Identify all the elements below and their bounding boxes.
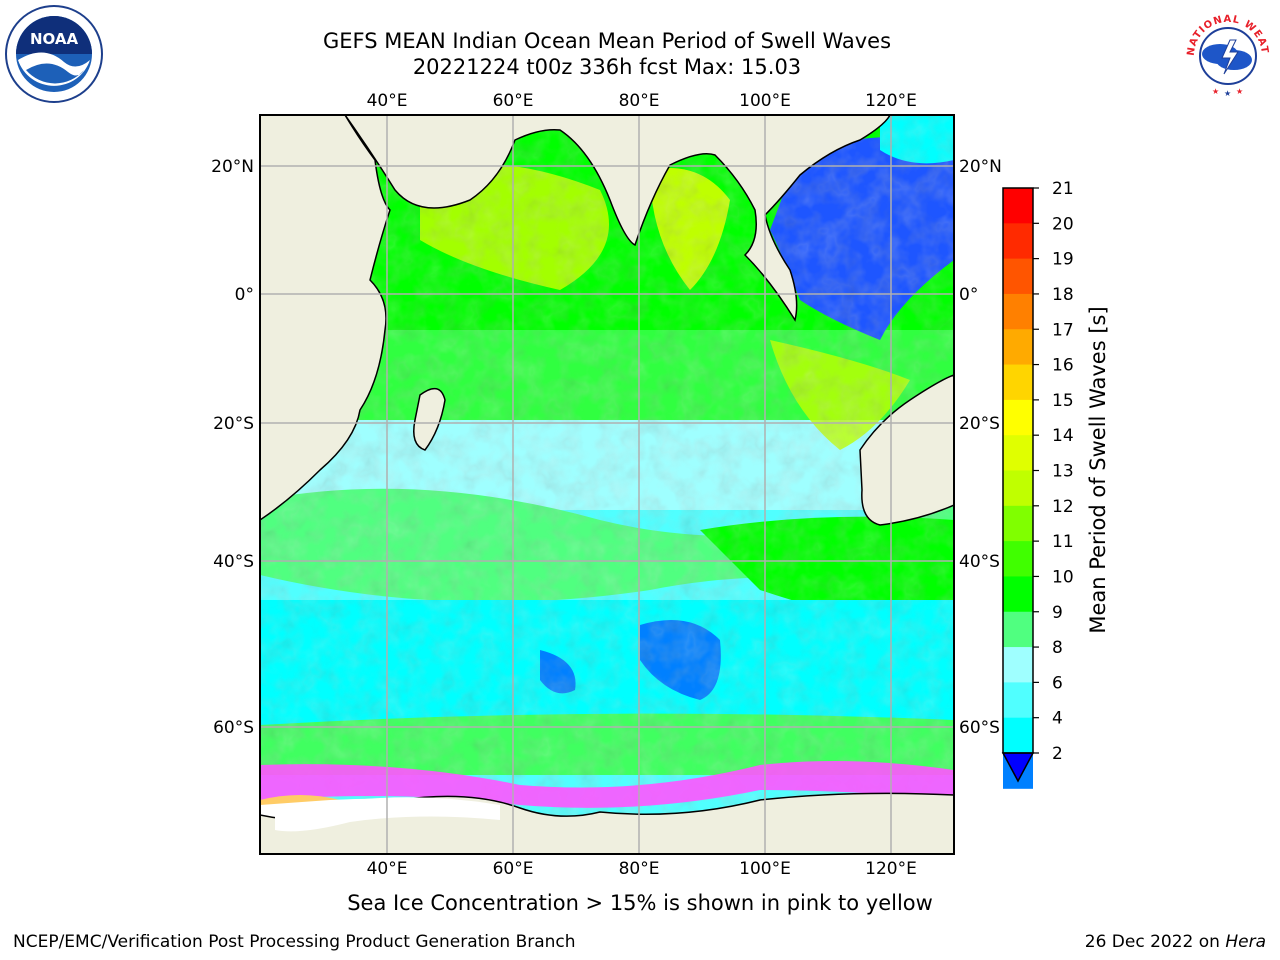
lon-label: 60°E: [493, 91, 534, 111]
colorbar-tick-label: 8: [1052, 638, 1063, 658]
lon-label: 40°E: [367, 859, 408, 879]
colorbar-cell: [1003, 611, 1033, 648]
colorbar-tick-label: 2: [1052, 744, 1063, 764]
lat-labels-right: 20°N 0° 20°S 40°S 60°S: [959, 157, 1002, 738]
colorbar-tick-label: 4: [1052, 709, 1063, 729]
colorbar-cell: [1003, 576, 1033, 613]
colorbar-cell: [1003, 329, 1033, 366]
colorbar-cell: [1003, 258, 1033, 295]
colorbar-tick-label: 10: [1052, 567, 1074, 587]
lat-label: 20°S: [959, 414, 1000, 434]
land-africa: [260, 115, 391, 521]
lon-label: 120°E: [865, 859, 917, 879]
lat-label: 0°: [235, 285, 254, 305]
map-frame: [259, 114, 955, 855]
colorbar: 21 20 19 18 17 16 15 14 13 12 11 10 9 8 6 4 2 Mean Perio…: [1001, 179, 1110, 789]
colorbar-cell: [1003, 188, 1033, 224]
land-madagascar: [413, 387, 446, 451]
gridlines: [260, 115, 954, 854]
colorbar-tick-label: 13: [1052, 462, 1074, 482]
svg-text:★: ★: [1212, 87, 1219, 96]
colorbar-cell: [1003, 647, 1033, 683]
lon-label: 100°E: [739, 859, 791, 879]
lat-label: 60°S: [213, 718, 254, 738]
colorbar-tick-label: 15: [1052, 391, 1074, 411]
colorbar-tick-label: 21: [1052, 179, 1074, 199]
land-australia: [859, 374, 954, 526]
lon-labels-top: 40°E 60°E 80°E 100°E 120°E: [367, 91, 917, 111]
svg-text:★: ★: [1236, 87, 1243, 96]
colorbar-cell: [1003, 717, 1033, 754]
nws-logo: NATIONAL WEATHER SERVICE ★ ★ ★: [1180, 4, 1274, 100]
colorbar-cell: [1003, 435, 1033, 471]
map-title: GEFS MEAN Indian Ocean Mean Period of Sw…: [322, 29, 892, 53]
colorbar-tick-label: 12: [1052, 497, 1074, 517]
colorbar-cells: [1003, 188, 1033, 789]
colorbar-tick-label: 19: [1052, 250, 1074, 270]
sea-ice-note: Sea Ice Concentration > 15% is shown in …: [347, 891, 933, 915]
lon-label: 60°E: [493, 859, 534, 879]
colorbar-label: Mean Period of Swell Waves [s]: [1086, 306, 1110, 633]
lat-label: 40°S: [959, 552, 1000, 572]
lat-label: 40°S: [213, 552, 254, 572]
footer-credit: NCEP/EMC/Verification Post Processing Pr…: [13, 932, 576, 952]
colorbar-tick-label: 17: [1052, 320, 1074, 340]
colorbar-tick-label: 20: [1052, 214, 1074, 234]
lat-label: 20°N: [211, 157, 254, 177]
map-field: [260, 115, 954, 854]
svg-text:★: ★: [1224, 89, 1231, 98]
map-subtitle: 20221224 t00z 336h fcst Max: 15.03: [412, 55, 802, 79]
colorbar-cell: [1003, 399, 1033, 436]
colorbar-tick-label: 9: [1052, 603, 1063, 623]
colorbar-tick-label: 16: [1052, 356, 1074, 376]
colorbar-cell: [1003, 364, 1033, 401]
lon-label: 40°E: [367, 91, 408, 111]
lat-label: 0°: [959, 285, 978, 305]
lat-label: 20°N: [959, 157, 1002, 177]
lon-labels-bottom: 40°E 60°E 80°E 100°E 120°E: [367, 859, 917, 879]
colorbar-cell: [1003, 223, 1033, 260]
colorbar-ticks: 21 20 19 18 17 16 15 14 13 12 11 10 9 8 6 4 2: [1033, 179, 1074, 764]
noaa-logo-text: NOAA: [30, 30, 79, 48]
colorbar-cell: [1003, 505, 1033, 542]
lon-label: 80°E: [619, 91, 660, 111]
lat-labels-left: 20°N 0° 20°S 40°S 60°S: [211, 157, 254, 738]
lat-label: 20°S: [213, 414, 254, 434]
noaa-logo: NOAA: [5, 5, 103, 103]
colorbar-cell: [1003, 682, 1033, 719]
colorbar-tick-label: 11: [1052, 532, 1074, 552]
lon-label: 100°E: [739, 91, 791, 111]
colorbar-tick-label: 6: [1052, 673, 1063, 693]
colorbar-tick-label: 14: [1052, 426, 1074, 446]
footer-date: 26 Dec 2022 on Hera: [1085, 932, 1266, 952]
colorbar-tick-label: 18: [1052, 285, 1074, 305]
footer-date-text: 26 Dec 2022 on: [1084, 932, 1220, 952]
colorbar-cell: [1003, 293, 1033, 330]
lon-label: 80°E: [619, 859, 660, 879]
colorbar-cell: [1003, 541, 1033, 577]
lon-label: 120°E: [865, 91, 917, 111]
colorbar-cell: [1003, 470, 1033, 507]
lat-label: 60°S: [959, 718, 1000, 738]
footer-machine: Hera: [1225, 932, 1266, 952]
